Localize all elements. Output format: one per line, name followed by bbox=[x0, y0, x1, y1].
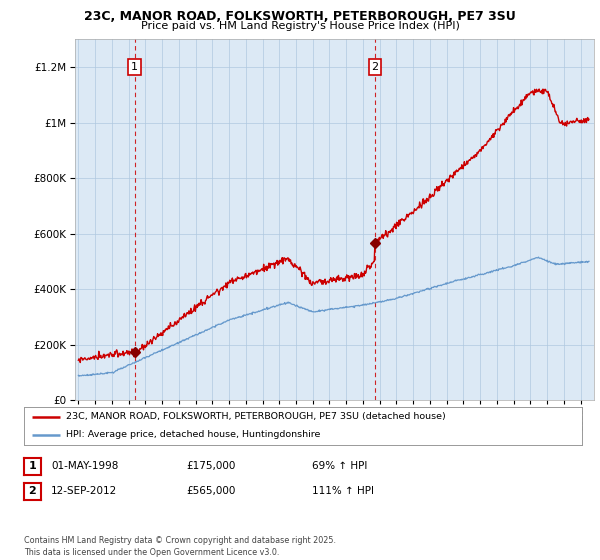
Text: 01-MAY-1998: 01-MAY-1998 bbox=[51, 461, 118, 472]
Text: 12-SEP-2012: 12-SEP-2012 bbox=[51, 486, 117, 496]
Text: 1: 1 bbox=[29, 461, 36, 472]
Text: 69% ↑ HPI: 69% ↑ HPI bbox=[312, 461, 367, 472]
Text: HPI: Average price, detached house, Huntingdonshire: HPI: Average price, detached house, Hunt… bbox=[66, 430, 320, 439]
Text: Price paid vs. HM Land Registry's House Price Index (HPI): Price paid vs. HM Land Registry's House … bbox=[140, 21, 460, 31]
Text: 2: 2 bbox=[29, 486, 36, 496]
Text: £175,000: £175,000 bbox=[186, 461, 235, 472]
Text: £565,000: £565,000 bbox=[186, 486, 235, 496]
Text: 2: 2 bbox=[371, 62, 379, 72]
Text: Contains HM Land Registry data © Crown copyright and database right 2025.
This d: Contains HM Land Registry data © Crown c… bbox=[24, 536, 336, 557]
Text: 111% ↑ HPI: 111% ↑ HPI bbox=[312, 486, 374, 496]
Text: 23C, MANOR ROAD, FOLKSWORTH, PETERBOROUGH, PE7 3SU: 23C, MANOR ROAD, FOLKSWORTH, PETERBOROUG… bbox=[84, 10, 516, 22]
Text: 1: 1 bbox=[131, 62, 138, 72]
Text: 23C, MANOR ROAD, FOLKSWORTH, PETERBOROUGH, PE7 3SU (detached house): 23C, MANOR ROAD, FOLKSWORTH, PETERBOROUG… bbox=[66, 412, 446, 421]
